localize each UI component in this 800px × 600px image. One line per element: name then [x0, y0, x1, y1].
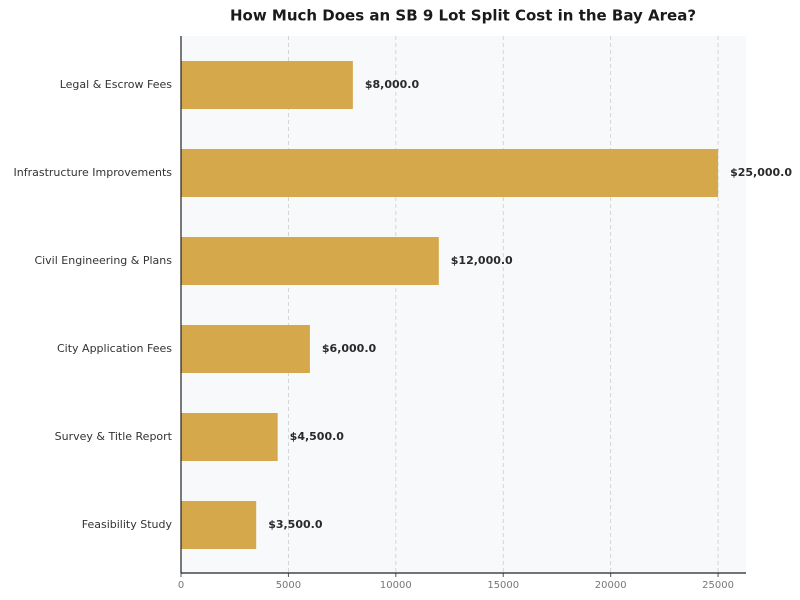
x-tick-label: 10000	[380, 580, 412, 591]
y-tick-label: Feasibility Study	[82, 518, 173, 531]
bar	[181, 237, 439, 285]
bar	[181, 413, 278, 461]
plot-background	[181, 36, 746, 573]
value-label: $12,000.0	[451, 254, 513, 267]
bar	[181, 149, 719, 197]
value-label: $25,000.0	[730, 166, 792, 179]
y-tick-label: Legal & Escrow Fees	[60, 78, 173, 91]
y-tick-label: Infrastructure Improvements	[14, 166, 173, 179]
bar	[181, 61, 353, 109]
value-label: $4,500.0	[290, 430, 345, 443]
x-tick-label: 20000	[595, 580, 627, 591]
y-tick-label: Civil Engineering & Plans	[34, 254, 172, 267]
bar	[181, 325, 310, 373]
x-tick-label: 25000	[702, 580, 734, 591]
x-tick-label: 5000	[276, 580, 301, 591]
value-label: $6,000.0	[322, 342, 377, 355]
x-tick-label: 0	[178, 580, 184, 591]
y-tick-label: Survey & Title Report	[55, 430, 173, 443]
value-label: $8,000.0	[365, 78, 420, 91]
x-tick-label: 15000	[487, 580, 519, 591]
value-label: $3,500.0	[268, 518, 323, 531]
chart-title: How Much Does an SB 9 Lot Split Cost in …	[230, 7, 696, 25]
y-tick-label: City Application Fees	[57, 342, 172, 355]
bar	[181, 501, 257, 549]
